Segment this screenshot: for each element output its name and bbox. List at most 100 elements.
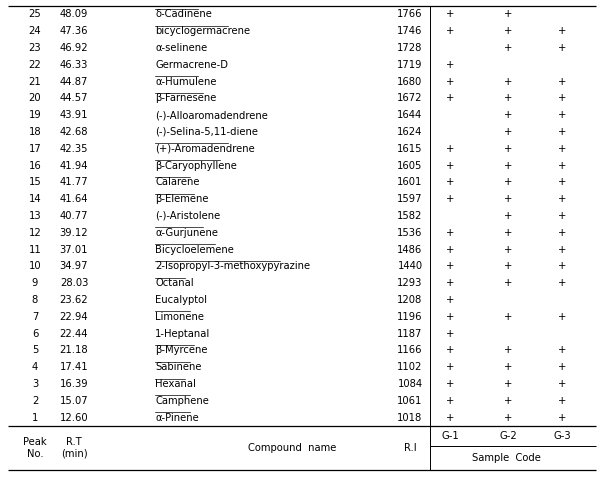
Text: 10: 10	[29, 261, 42, 272]
Text: 2-Isopropyl-3-methoxypyrazine: 2-Isopropyl-3-methoxypyrazine	[155, 261, 310, 272]
Text: 46.92: 46.92	[60, 43, 88, 53]
Text: 1293: 1293	[397, 278, 423, 288]
Text: G-3: G-3	[553, 431, 571, 441]
Text: +: +	[558, 144, 566, 154]
Text: 41.77: 41.77	[60, 178, 88, 187]
Text: Compound  name: Compound name	[248, 443, 337, 453]
Text: 44.57: 44.57	[60, 93, 88, 104]
Text: +: +	[446, 362, 454, 372]
Text: Camphene: Camphene	[155, 396, 209, 406]
Text: 15.07: 15.07	[60, 396, 88, 406]
Text: 5: 5	[32, 346, 38, 355]
Text: 1018: 1018	[397, 412, 423, 423]
Text: +: +	[558, 312, 566, 322]
Text: +: +	[504, 312, 512, 322]
Text: +: +	[504, 43, 512, 53]
Text: β-Elemene: β-Elemene	[155, 194, 208, 204]
Text: +: +	[558, 178, 566, 187]
Text: +: +	[558, 228, 566, 238]
Text: 25: 25	[29, 9, 42, 19]
Text: +: +	[504, 144, 512, 154]
Text: 44.87: 44.87	[60, 76, 88, 87]
Text: +: +	[504, 412, 512, 423]
Text: +: +	[446, 178, 454, 187]
Text: Calarene: Calarene	[155, 178, 199, 187]
Text: +: +	[446, 26, 454, 36]
Text: 1766: 1766	[397, 9, 423, 19]
Text: 34.97: 34.97	[60, 261, 88, 272]
Text: +: +	[446, 9, 454, 19]
Text: β-Myrcene: β-Myrcene	[155, 346, 208, 355]
Text: Sample  Code: Sample Code	[471, 453, 541, 463]
Text: 4: 4	[32, 362, 38, 372]
Text: Limonene: Limonene	[155, 312, 204, 322]
Text: 1672: 1672	[397, 93, 423, 104]
Text: Octanal: Octanal	[155, 278, 194, 288]
Text: bicyclogermacrene: bicyclogermacrene	[155, 26, 250, 36]
Text: +: +	[504, 278, 512, 288]
Text: 1680: 1680	[397, 76, 423, 87]
Text: +: +	[504, 26, 512, 36]
Text: 42.68: 42.68	[60, 127, 88, 137]
Text: 1615: 1615	[397, 144, 423, 154]
Text: 1208: 1208	[397, 295, 423, 305]
Text: +: +	[504, 211, 512, 221]
Text: +: +	[446, 412, 454, 423]
Text: 21.18: 21.18	[60, 346, 88, 355]
Text: +: +	[504, 346, 512, 355]
Text: +: +	[446, 60, 454, 70]
Text: 41.94: 41.94	[60, 161, 88, 170]
Text: 1486: 1486	[397, 244, 423, 255]
Text: Peak
No.: Peak No.	[23, 437, 47, 459]
Text: 8: 8	[32, 295, 38, 305]
Text: α-Pinene: α-Pinene	[155, 412, 199, 423]
Text: 19: 19	[29, 110, 42, 120]
Text: 13: 13	[29, 211, 42, 221]
Text: 22.44: 22.44	[60, 329, 88, 339]
Text: 1582: 1582	[397, 211, 423, 221]
Text: 1605: 1605	[397, 161, 423, 170]
Text: +: +	[446, 346, 454, 355]
Text: +: +	[446, 93, 454, 104]
Text: 47.36: 47.36	[60, 26, 88, 36]
Text: R.I: R.I	[404, 443, 417, 453]
Text: +: +	[504, 362, 512, 372]
Text: +: +	[504, 93, 512, 104]
Text: +: +	[504, 9, 512, 19]
Text: +: +	[446, 261, 454, 272]
Text: 24: 24	[29, 26, 42, 36]
Text: 37.01: 37.01	[60, 244, 88, 255]
Text: 18: 18	[29, 127, 42, 137]
Text: 15: 15	[29, 178, 42, 187]
Text: +: +	[558, 261, 566, 272]
Text: 39.12: 39.12	[60, 228, 88, 238]
Text: 14: 14	[29, 194, 42, 204]
Text: +: +	[504, 161, 512, 170]
Text: 1624: 1624	[397, 127, 423, 137]
Text: 9: 9	[32, 278, 38, 288]
Text: 1-Heptanal: 1-Heptanal	[155, 329, 210, 339]
Text: Sabinene: Sabinene	[155, 362, 202, 372]
Text: 22: 22	[29, 60, 42, 70]
Text: 12.60: 12.60	[60, 412, 88, 423]
Text: 23.62: 23.62	[60, 295, 88, 305]
Text: β-Farnesene: β-Farnesene	[155, 93, 216, 104]
Text: 17.41: 17.41	[60, 362, 88, 372]
Text: 1061: 1061	[397, 396, 423, 406]
Text: δ-Cadinene: δ-Cadinene	[155, 9, 212, 19]
Text: +: +	[446, 379, 454, 389]
Text: 1084: 1084	[397, 379, 423, 389]
Text: G-1: G-1	[441, 431, 459, 441]
Text: (-)-Selina-5,11-diene: (-)-Selina-5,11-diene	[155, 127, 258, 137]
Text: 1196: 1196	[397, 312, 423, 322]
Text: β-Caryophyllene: β-Caryophyllene	[155, 161, 237, 170]
Text: 23: 23	[29, 43, 42, 53]
Text: +: +	[504, 194, 512, 204]
Text: (+)-Aromadendrene: (+)-Aromadendrene	[155, 144, 255, 154]
Text: 40.77: 40.77	[60, 211, 88, 221]
Text: 46.33: 46.33	[60, 60, 88, 70]
Text: +: +	[446, 312, 454, 322]
Text: 16.39: 16.39	[60, 379, 88, 389]
Text: 1102: 1102	[397, 362, 423, 372]
Text: +: +	[504, 127, 512, 137]
